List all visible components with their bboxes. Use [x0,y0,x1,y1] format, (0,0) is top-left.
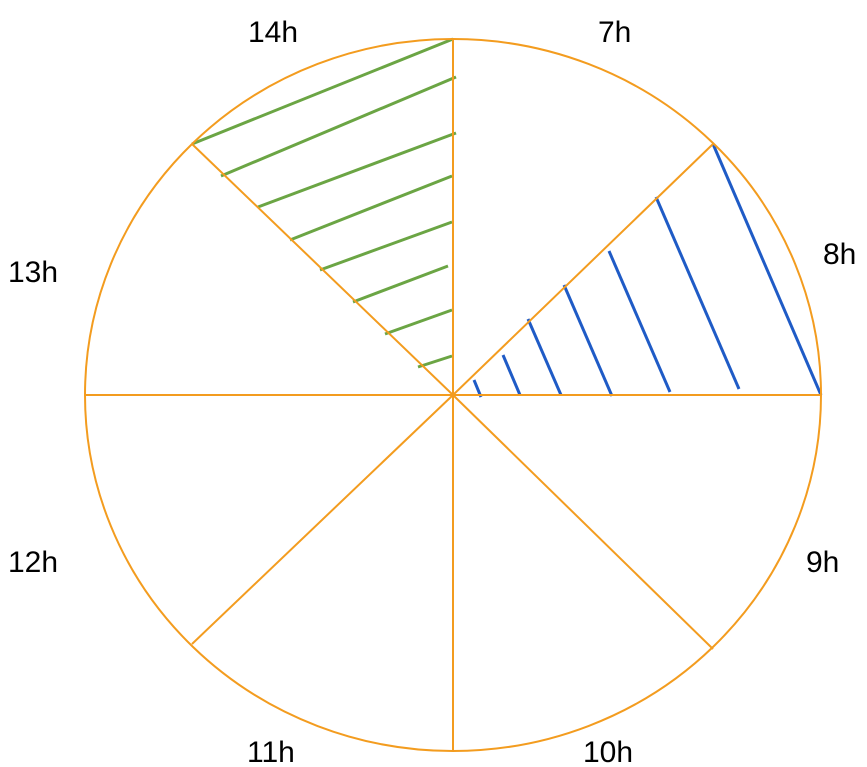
blue-hatch-line [711,143,823,396]
green-hatch-line [319,220,453,272]
hour-label-14h: 14h [248,16,298,49]
hour-label-13h: 13h [8,256,58,289]
blue-hatch-line [526,318,563,396]
hour-label-12h: 12h [8,546,58,579]
green-hatch-line [352,264,449,304]
spoke-lower-left [191,394,454,645]
green-hatch-line [257,131,457,209]
blue-hatch-line [562,284,614,397]
wheel-outline [84,38,822,752]
green-hatch-line [220,75,457,178]
green-hatch-line [417,354,453,369]
hour-label-9h: 9h [806,546,839,579]
spoke-upper-left [191,143,454,396]
hatch-layer [191,37,823,398]
blue-hatch-line [501,354,522,396]
hour-label-10h: 10h [583,736,633,767]
green-hatch-line [384,308,453,336]
green-hatch-line [191,37,454,146]
hour-label-11h: 11h [247,736,295,767]
spoke-upper-right [452,143,714,396]
spoke-lower-right [452,394,714,650]
hour-label-7h: 7h [598,16,631,49]
hour-label-8h: 8h [823,238,856,271]
green-hatch-line [289,174,453,242]
blue-hatch-line [654,196,741,390]
blue-hatch-line [607,250,672,393]
